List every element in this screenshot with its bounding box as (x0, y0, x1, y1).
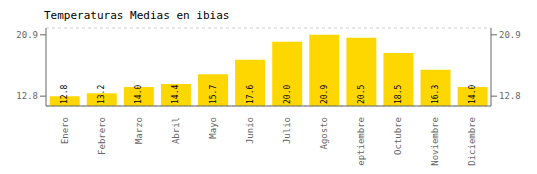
svg-text:Julio: Julio (282, 117, 292, 144)
svg-text:Diciembre: Diciembre (467, 117, 477, 166)
svg-text:14.0: 14.0 (468, 85, 477, 104)
html-text:Temperaturas Medias en ibias: Temperaturas Medias en ibias (44, 9, 230, 22)
svg-text:Mayo: Mayo (208, 117, 218, 139)
svg-text:Abril: Abril (171, 117, 181, 144)
svg-text:20.9: 20.9 (499, 30, 521, 40)
svg-text:20.9: 20.9 (320, 85, 329, 104)
svg-text:16.3: 16.3 (431, 85, 440, 104)
svg-text:Octubre: Octubre (393, 117, 403, 155)
svg-text:Marzo: Marzo (134, 117, 144, 144)
svg-text:13.2: 13.2 (97, 85, 106, 104)
svg-text:20.9: 20.9 (16, 30, 38, 40)
svg-text:Agosto: Agosto (319, 117, 329, 150)
svg-text:17.6: 17.6 (246, 85, 255, 104)
svg-text:Noviembre: Noviembre (430, 117, 440, 166)
svg-text:Septiembre: Septiembre (356, 117, 366, 166)
svg-text:Febrero: Febrero (97, 117, 107, 155)
svg-text:20.5: 20.5 (357, 85, 366, 104)
svg-text:Enero: Enero (60, 117, 70, 144)
svg-text:14.4: 14.4 (171, 85, 180, 104)
svg-text:12.8: 12.8 (499, 91, 521, 101)
svg-text:14.0: 14.0 (134, 85, 143, 104)
svg-text:Junio: Junio (245, 117, 255, 144)
svg-text:20.0: 20.0 (283, 85, 292, 104)
svg-text:18.5: 18.5 (394, 85, 403, 104)
svg-text:12.8: 12.8 (16, 91, 38, 101)
svg-text:15.7: 15.7 (209, 85, 218, 104)
svg-text:12.8: 12.8 (60, 85, 69, 104)
